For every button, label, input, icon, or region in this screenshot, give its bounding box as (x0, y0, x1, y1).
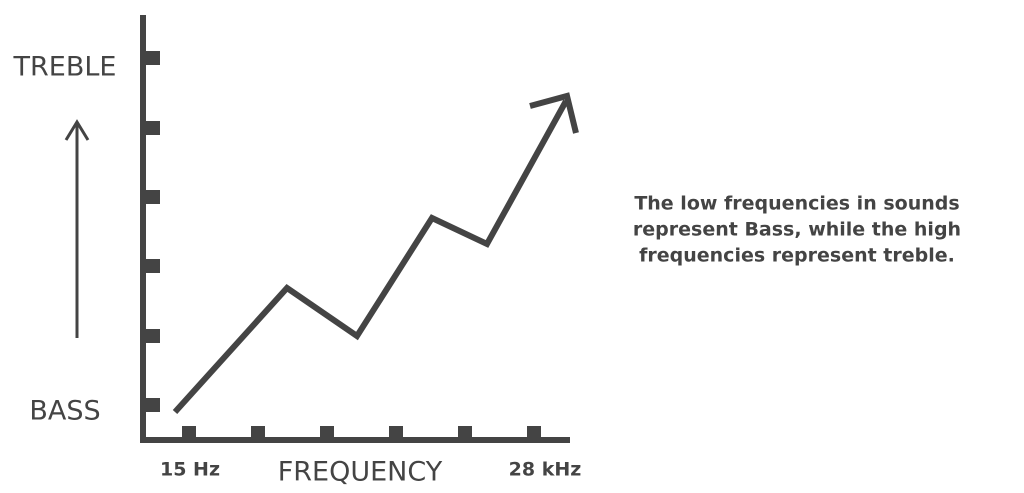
up-arrowhead (64, 119, 90, 141)
tick (146, 259, 160, 273)
tick (146, 190, 160, 204)
caption-line: The low frequencies in sounds (634, 193, 959, 215)
tick (146, 329, 160, 343)
bass-label: BASS (29, 396, 100, 427)
x-start-label: 15 Hz (160, 459, 220, 481)
x-end-label: 28 kHz (509, 459, 582, 481)
tick (146, 121, 160, 135)
tick (146, 398, 160, 412)
y-axis-ticks (146, 51, 160, 412)
caption-line: represent Bass, while the high (633, 219, 961, 241)
caption-line: frequencies represent treble. (639, 245, 955, 267)
tick (251, 426, 265, 440)
tick (146, 51, 160, 65)
x-axis-ticks (182, 426, 541, 440)
trend-arrowhead (529, 92, 579, 134)
trend-line (172, 99, 569, 415)
tick (182, 426, 196, 440)
tick (320, 426, 334, 440)
x-axis-label: FREQUENCY (278, 457, 443, 488)
tick (527, 426, 541, 440)
tick (389, 426, 403, 440)
tick (458, 426, 472, 440)
treble-label: TREBLE (13, 52, 117, 83)
